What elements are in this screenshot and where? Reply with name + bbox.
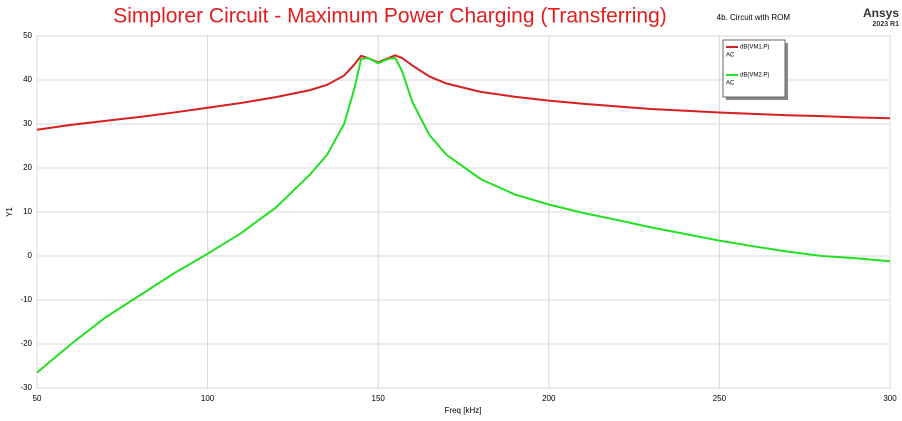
x-tick-label: 250 (713, 394, 727, 403)
legend-box (722, 39, 786, 98)
y-tick-label: 10 (23, 207, 32, 216)
chart-title: Simplorer Circuit - Maximum Power Chargi… (113, 5, 667, 28)
y-tick-label: -10 (20, 295, 32, 304)
y-tick-label: -30 (20, 383, 32, 392)
x-tick-label: 150 (372, 394, 386, 403)
legend-label: dB(VM1.P) (740, 45, 769, 51)
x-tick-label: 300 (883, 394, 897, 403)
chart-subtitle: 4b. Circuit with ROM (717, 13, 791, 22)
x-axis-label: Freq [kHz] (445, 406, 482, 415)
y-tick-label: -20 (20, 339, 32, 348)
y-tick-label: 20 (23, 163, 32, 172)
y-tick-label: 50 (23, 31, 32, 40)
x-tick-label: 100 (201, 394, 215, 403)
x-tick-label: 200 (542, 394, 556, 403)
y-tick-label: 30 (23, 119, 32, 128)
legend-context: AC (726, 81, 735, 87)
brand: Ansys (863, 6, 899, 20)
series-line (36, 56, 891, 374)
y-axis-label: Y1 (5, 207, 14, 217)
legend-context: AC (726, 53, 735, 59)
version: 2023 R1 (873, 21, 900, 28)
y-tick-label: 0 (28, 251, 33, 260)
series-line (36, 54, 891, 131)
legend-label: dB(VM2.P) (740, 73, 769, 79)
y-tick-label: 40 (23, 75, 32, 84)
x-tick-label: 50 (33, 394, 42, 403)
